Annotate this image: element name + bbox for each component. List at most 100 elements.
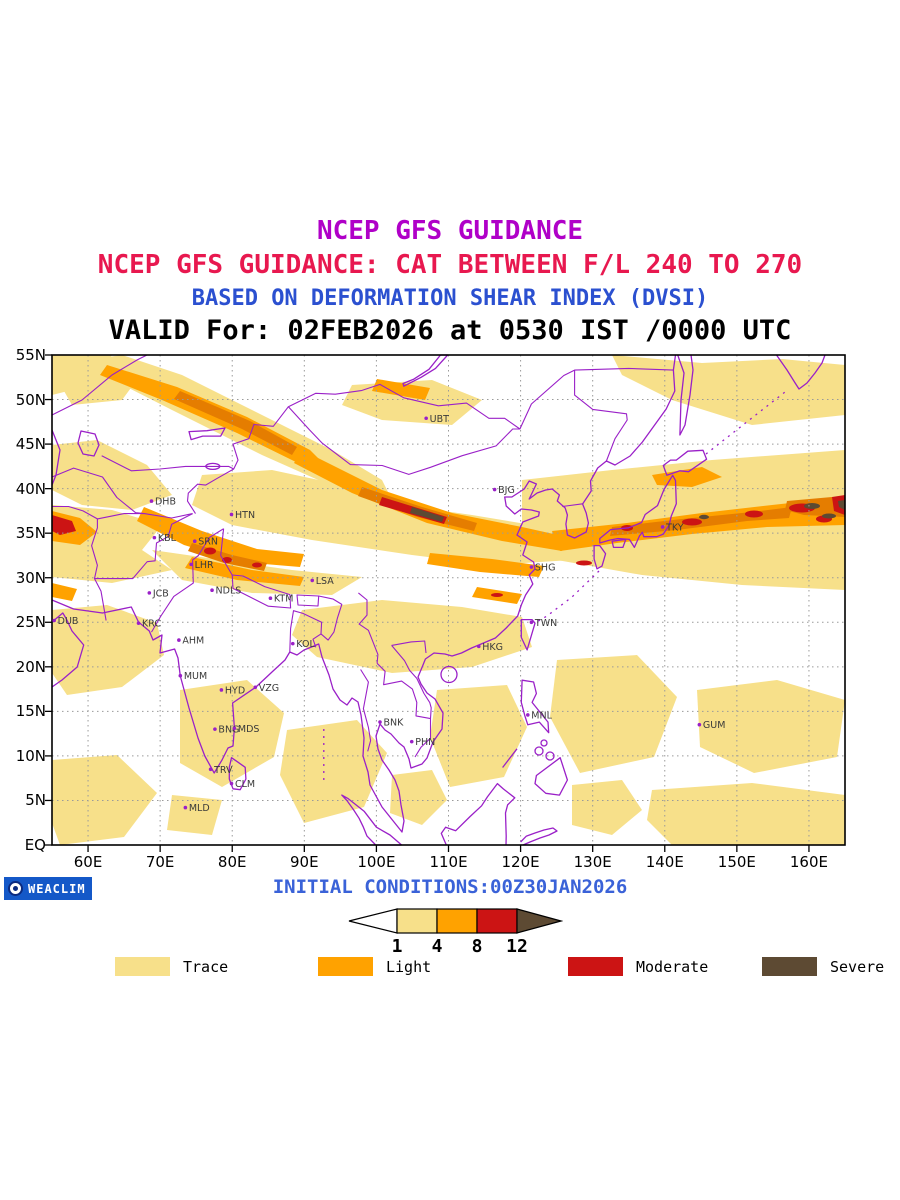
- station-dot-KBL: [152, 535, 157, 540]
- station-dot-KOL: [290, 641, 295, 646]
- y-axis-label: 25N: [15, 613, 46, 632]
- colorbar-tick: 8: [471, 936, 483, 957]
- title-product: NCEP GFS GUIDANCE: [316, 216, 584, 246]
- colorbar-tick: 12: [506, 936, 528, 957]
- legend-swatch: [115, 957, 170, 976]
- station-label-MUM: MUM: [184, 671, 207, 682]
- colorbar-segment-trace: [396, 908, 438, 934]
- station-dot-NDLS: [210, 588, 214, 592]
- station-label-TRV: TRV: [213, 765, 233, 776]
- station-dot-HYD: [219, 688, 224, 692]
- station-label-MLD: MLD: [189, 803, 210, 814]
- y-axis-label: 50N: [15, 390, 46, 409]
- station-dot-DHB: [149, 499, 154, 503]
- title-valid-time: VALID For: 02FEB2026 at 0530 IST /0000 U…: [108, 315, 792, 346]
- legend-swatch: [318, 957, 373, 976]
- axis-ticks: [45, 354, 810, 852]
- x-axis-label: 150E: [717, 853, 756, 871]
- station-label-DUB: DUB: [58, 616, 79, 627]
- station-label-BJG: BJG: [498, 485, 515, 496]
- borders-layer: [51, 354, 674, 758]
- coastline-layer: [51, 354, 826, 846]
- station-label-PHN: PHN: [415, 737, 435, 748]
- y-axis-label: 20N: [15, 657, 46, 676]
- station-label-AHM: AHM: [182, 636, 204, 647]
- station-label-HTN: HTN: [235, 510, 255, 521]
- colorbar-arrow-low: [348, 908, 398, 934]
- weaclim-logo-text: WEACLIM: [28, 881, 86, 896]
- station-label-MDS: MDS: [238, 724, 260, 735]
- y-axis-label: 40N: [15, 479, 46, 498]
- x-axis-label: 130E: [573, 853, 612, 871]
- station-dot-MNL: [526, 713, 530, 717]
- initial-conditions-text: INITIAL CONDITIONS:00Z30JAN2026: [272, 876, 628, 898]
- station-label-SHG: SHG: [535, 563, 556, 574]
- station-dot-GUM: [697, 722, 702, 727]
- station-dot-TWN: [529, 620, 534, 625]
- station-label-KBL: KBL: [158, 533, 177, 544]
- legend-swatch: [762, 957, 817, 976]
- station-dot-KRC: [136, 621, 141, 625]
- y-axis-label: 30N: [15, 568, 46, 587]
- station-label-VZG: VZG: [259, 683, 279, 694]
- station-dot-MUM: [178, 673, 183, 678]
- colorbar-segment-light: [436, 908, 478, 934]
- station-dot-PHN: [409, 739, 414, 744]
- x-axis-label: 80E: [217, 853, 247, 871]
- station-label-CLM: CLM: [235, 779, 255, 790]
- station-label-HKG: HKG: [482, 642, 503, 653]
- legend: Trace Light Moderate Severe: [0, 957, 900, 983]
- legend-item-light: Light: [318, 957, 431, 976]
- station-label-SRN: SRN: [198, 537, 218, 548]
- y-axis-label: 5N: [25, 791, 46, 810]
- legend-item-trace: Trace: [115, 957, 228, 976]
- colorbar-scale: [348, 908, 564, 934]
- colorbar-tick: 4: [431, 936, 443, 957]
- legend-label: Light: [386, 957, 432, 976]
- station-label-KTM: KTM: [274, 594, 294, 605]
- weaclim-logo: WEACLIM: [4, 877, 92, 900]
- x-axis-label: 70E: [145, 853, 175, 871]
- colorbar: 1 4 8 12: [347, 908, 564, 960]
- legend-item-moderate: Moderate: [568, 957, 708, 976]
- colorbar-tick: 1: [391, 936, 403, 957]
- station-dot-BNK: [378, 720, 382, 724]
- weaclim-eye-icon: [8, 881, 23, 896]
- station-label-KRC: KRC: [142, 619, 161, 630]
- station-label-TWN: TWN: [534, 618, 557, 629]
- station-dot-TRV: [208, 767, 213, 772]
- legend-item-severe: Severe: [762, 957, 884, 976]
- legend-label: Moderate: [636, 957, 709, 976]
- station-dot-UBT: [424, 416, 428, 421]
- station-label-MNL: MNL: [531, 710, 552, 721]
- station-dot-TKY: [660, 525, 665, 529]
- station-dot-BNG: [213, 727, 217, 731]
- station-label-DHB: DHB: [155, 497, 176, 508]
- x-axis-label: 60E: [73, 853, 103, 871]
- station-dot-DUB: [52, 618, 56, 623]
- station-label-GUM: GUM: [703, 720, 726, 731]
- station-label-NDLS: NDLS: [216, 586, 242, 597]
- stations-layer: UBT BJG TKY SHG DHB HTN KBL SRN LHR JCB NDLS KTM LSA…: [52, 414, 725, 814]
- colorbar-arrow-high: [516, 908, 564, 934]
- station-label-LSA: LSA: [316, 576, 334, 587]
- station-label-BNG: BNG: [218, 725, 239, 736]
- y-axis-label: 45N: [15, 435, 46, 454]
- x-axis-label: 100E: [357, 853, 396, 871]
- station-dot-MLD: [183, 805, 188, 810]
- legend-swatch: [568, 957, 623, 976]
- station-dot-CLM: [229, 781, 234, 786]
- station-dot-HKG: [476, 644, 481, 649]
- y-axis-label: EQ: [24, 836, 46, 854]
- turbulence-trace-layer: [52, 355, 845, 845]
- station-dot-SRN: [192, 539, 197, 543]
- turbulence-severe-layer: [410, 500, 845, 522]
- y-axis-label: 10N: [15, 746, 46, 765]
- colorbar-segment-moderate: [476, 908, 518, 934]
- grid-layer: [52, 355, 845, 845]
- y-axis-label: 15N: [15, 702, 46, 721]
- x-axis-label: 120E: [501, 853, 540, 871]
- station-dot-JCB: [147, 591, 152, 595]
- station-label-TKY: TKY: [665, 522, 684, 533]
